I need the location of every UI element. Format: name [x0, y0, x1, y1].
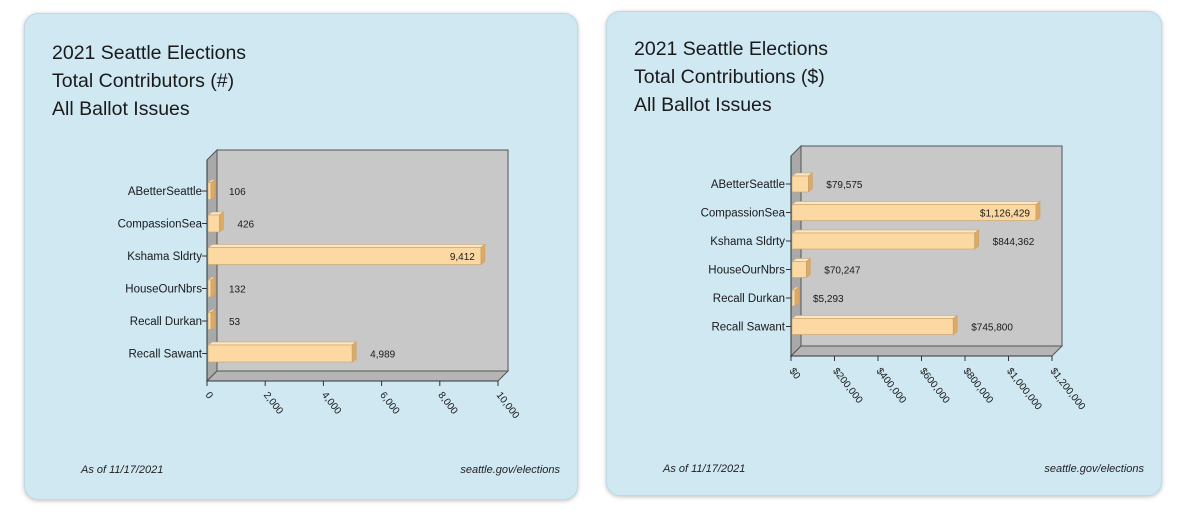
value-label: 4,989: [370, 350, 395, 361]
title-line-2: Total Contributors (#): [52, 70, 235, 92]
chart-panel-contributors: 2021 Seattle Elections Total Contributor…: [24, 13, 578, 500]
bar-group: [791, 314, 959, 336]
category-label: Kshama Sldrty: [710, 236, 785, 248]
value-label: $70,247: [824, 266, 861, 277]
title-line-3: All Ballot Issues: [52, 98, 190, 120]
category-label: ABetterSeattle: [128, 186, 202, 198]
category-label: Recall Sawant: [128, 349, 202, 361]
bar: [207, 247, 482, 265]
value-label: $844,362: [993, 237, 1035, 248]
bar-side-face: [351, 341, 357, 363]
bar-side-face: [952, 314, 958, 336]
bar: [207, 344, 353, 363]
title-line-2: Total Contributions ($): [634, 66, 825, 88]
category-label: Kshama Sldrty: [127, 251, 202, 263]
category-label: HouseOurNbrs: [708, 265, 785, 277]
bar-side-face: [480, 243, 486, 266]
chart-panel-contributions: 2021 Seattle Elections Total Contributio…: [606, 11, 1162, 496]
value-label: 132: [229, 285, 246, 296]
title-line-1: 2021 Seattle Elections: [52, 42, 247, 64]
bar: [791, 318, 954, 335]
bar-group: [791, 229, 980, 250]
value-label: 426: [237, 220, 254, 231]
category-label: Recall Sawant: [711, 322, 785, 334]
value-label: $1,126,429: [980, 209, 1030, 220]
as-of-date: As of 11/17/2021: [81, 464, 164, 476]
value-label: $5,293: [813, 294, 844, 305]
bar-side-face: [794, 286, 800, 307]
contributions-bar-chart: ABetterSeattle $79,575 CompassionSea $1,126…: [701, 144, 1088, 413]
category-label: Recall Durkan: [713, 293, 785, 305]
bar: [791, 232, 975, 250]
title-line-3: All Ballot Issues: [634, 94, 772, 116]
bar-side-face: [808, 172, 813, 193]
x-tick-label: $1,000,000: [1004, 366, 1044, 413]
x-tick-label: $1,200,000: [1048, 366, 1088, 413]
bar: [207, 182, 212, 200]
x-tick-label: $800,000: [961, 366, 996, 406]
x-tick-label: $600,000: [917, 366, 952, 406]
bar-group: [791, 172, 814, 193]
category-label: Recall Durkan: [130, 316, 202, 328]
source-link[interactable]: seattle.gov/elections: [460, 464, 560, 476]
value-label: $745,800: [971, 323, 1013, 334]
bar-group: [207, 211, 225, 233]
x-tick-label: 6,000: [377, 390, 401, 417]
plot-floor: [789, 345, 1064, 357]
bar-group: [791, 257, 812, 279]
x-tick-label: 10,000: [494, 390, 522, 421]
bar: [791, 261, 807, 278]
x-tick-label: 2,000: [261, 390, 285, 417]
bar-group: [207, 276, 216, 298]
x-tick-label: $400,000: [874, 366, 909, 406]
bar: [207, 214, 220, 233]
value-label: 53: [229, 317, 241, 328]
bar-side-face: [219, 211, 224, 233]
bar-group: [207, 341, 358, 363]
x-tick-label: $200,000: [830, 366, 865, 406]
x-tick-label: 4,000: [319, 390, 343, 417]
bar: [791, 289, 796, 307]
bar: [207, 312, 212, 330]
bar-side-face: [974, 229, 979, 250]
as-of-date: As of 11/17/2021: [663, 463, 746, 475]
title-line-1: 2021 Seattle Elections: [634, 38, 829, 60]
chart-title: 2021 Seattle Elections Total Contributio…: [634, 35, 828, 119]
contributors-bar-chart: ABetterSeattle 106 CompassionSea 426 Kshama …: [118, 148, 522, 421]
category-label: HouseOurNbrs: [125, 284, 202, 296]
bar-group: [791, 200, 1041, 222]
bar-group: [207, 178, 216, 201]
x-tick-label: $0: [787, 366, 803, 382]
value-label: $79,575: [826, 180, 863, 191]
bar-top-face: [207, 244, 486, 248]
bar: [791, 175, 809, 193]
x-tick-label: 0: [203, 390, 215, 402]
value-label: 106: [229, 187, 246, 198]
bar-group: [207, 308, 216, 331]
category-label: CompassionSea: [118, 219, 203, 231]
bar-side-face: [210, 178, 216, 201]
plot-floor: [205, 370, 510, 382]
category-label: CompassionSea: [701, 208, 786, 220]
bar-top-face: [791, 315, 959, 319]
bar-top-face: [791, 201, 1041, 205]
bar-group: [791, 286, 800, 307]
bar: [207, 279, 212, 298]
bar-top-face: [791, 229, 980, 234]
category-label: ABetterSeattle: [711, 179, 785, 191]
bar-side-face: [210, 276, 216, 298]
bar-side-face: [1035, 200, 1041, 222]
bar-side-face: [805, 257, 811, 279]
bar-top-face: [207, 341, 358, 346]
bar-group: [207, 243, 486, 266]
chart-title: 2021 Seattle Elections Total Contributor…: [52, 39, 246, 123]
x-tick-label: 8,000: [435, 390, 459, 417]
source-link[interactable]: seattle.gov/elections: [1044, 463, 1144, 475]
bar-side-face: [210, 308, 216, 331]
value-label: 9,412: [450, 252, 475, 263]
